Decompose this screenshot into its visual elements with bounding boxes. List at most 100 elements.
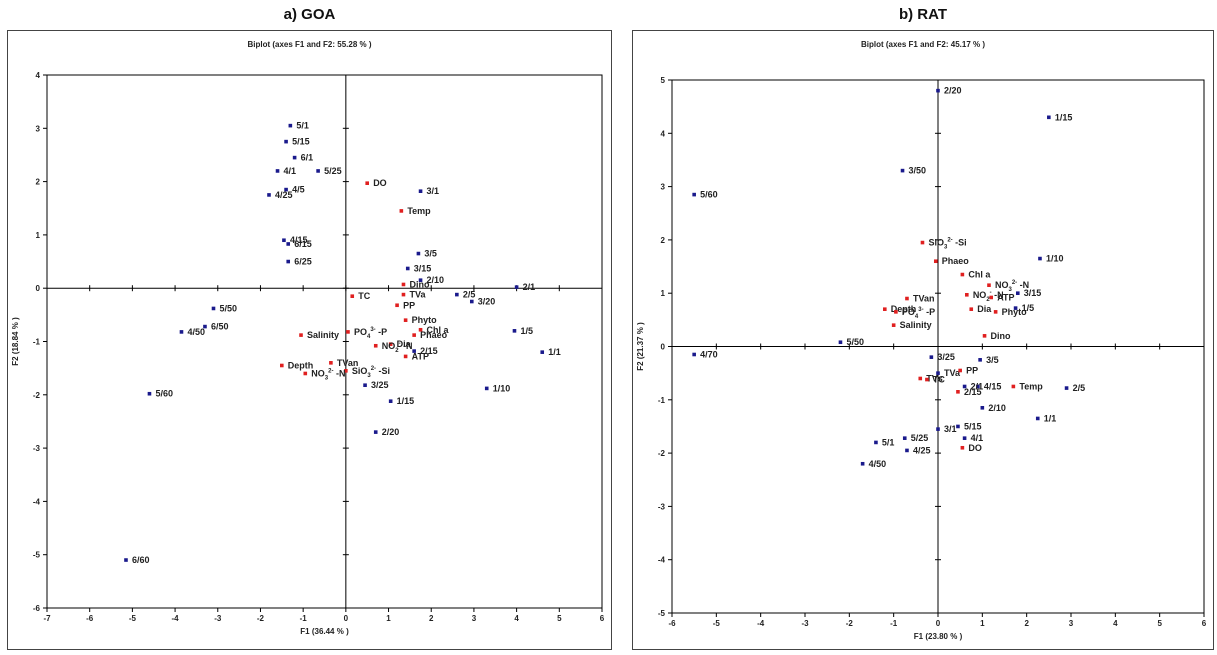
x-tick-label: -1 (890, 619, 898, 628)
variable-label: Phaeo (942, 256, 970, 266)
chart-title: Biplot (axes F1 and F2: 45.17 % ) (861, 40, 985, 49)
variable-point (958, 368, 962, 373)
variable-label: NO2- -N (973, 290, 1004, 303)
observation-label: 4/50 (869, 459, 887, 469)
variable-label: Temp (1019, 381, 1043, 391)
variable-label: PO43- -P (354, 327, 387, 340)
x-tick-label: 3 (472, 614, 477, 623)
x-tick-label: 0 (936, 619, 941, 628)
observation-label: 1/10 (1046, 254, 1064, 264)
variable-label: DO (373, 178, 387, 188)
variable-label: NO32- -N (311, 368, 345, 381)
observation-point (363, 383, 367, 388)
variable-point (891, 323, 896, 327)
variable-label: TVa (409, 290, 426, 300)
variable-label: TC (933, 375, 945, 385)
observation-label: 4/25 (275, 190, 293, 200)
x-tick-label: -6 (668, 619, 676, 628)
x-tick-label: 4 (514, 614, 519, 623)
x-tick-label: -7 (43, 614, 51, 623)
observation-point (860, 461, 865, 466)
observation-point (962, 384, 967, 389)
x-tick-label: 3 (1069, 619, 1074, 628)
variable-point (993, 310, 998, 314)
observation-point (1035, 416, 1040, 421)
variable-point (894, 310, 898, 314)
x-tick-label: -3 (214, 614, 222, 623)
panel-b-caption: b) RAT (898, 6, 948, 23)
observation-point (484, 386, 489, 391)
variable-label: Phyto (412, 315, 438, 325)
x-tick-label: -5 (713, 619, 721, 628)
observation-point (405, 266, 410, 271)
observation-label: 6/60 (132, 555, 150, 565)
observation-point (514, 285, 519, 289)
observation-point (455, 292, 459, 297)
observation-label: 5/15 (292, 137, 310, 147)
observation-label: 2/5 (1073, 383, 1086, 393)
observation-label: 5/1 (296, 121, 309, 131)
observation-label: 5/60 (700, 190, 718, 200)
observation-point (284, 187, 288, 192)
variable-point (883, 307, 887, 311)
y-tick-label: -2 (33, 391, 41, 400)
observation-point (976, 384, 980, 389)
variable-point (920, 240, 925, 245)
y-tick-label: -1 (33, 338, 41, 347)
variable-point (303, 371, 308, 376)
variable-point (395, 303, 399, 308)
y-axis-label: F2 (21.37 % ) (636, 322, 645, 371)
observation-label: 5/25 (911, 433, 929, 443)
variable-label: 2/15 (964, 387, 982, 397)
observation-point (267, 193, 271, 197)
variable-point (1011, 384, 1016, 389)
observation-label: 6/15 (294, 239, 312, 249)
y-tick-label: 3 (661, 183, 666, 192)
observation-label: 3/25 (371, 380, 389, 390)
variable-point (299, 333, 303, 337)
variable-label: Phaeo (420, 330, 448, 340)
chart-title: Biplot (axes F1 and F2: 55.28 % ) (247, 40, 371, 49)
observation-point (936, 371, 940, 375)
x-tick-label: 4 (1113, 619, 1118, 628)
x-tick-label: -5 (129, 614, 137, 623)
observation-point (316, 169, 320, 173)
observation-label: 2/15 (420, 346, 438, 356)
variable-point (399, 209, 404, 213)
observation-label: 6/50 (211, 322, 229, 332)
observation-label: 4/15 (290, 235, 308, 245)
variable-label: Depth (891, 304, 917, 314)
variable-point (280, 363, 284, 368)
biplot-goa: Biplot (axes F1 and F2: 55.28 % )-7 -6 -5-… (7, 30, 612, 650)
x-tick-label: -4 (172, 614, 180, 623)
observation-point (179, 330, 184, 334)
variable-label: Dia (397, 339, 412, 349)
y-tick-label: -3 (658, 502, 666, 511)
observation-label: 1/1 (548, 347, 561, 357)
observation-point (512, 329, 517, 333)
y-tick-label: -5 (658, 609, 666, 618)
variable-point (989, 295, 993, 300)
variable-point (965, 292, 969, 297)
observation-point (540, 350, 545, 354)
variable-point (960, 272, 965, 277)
observation-label: 3/5 (986, 355, 999, 365)
y-tick-label: 2 (36, 178, 41, 187)
observation-point (388, 399, 393, 403)
variable-label: Dia (977, 304, 992, 314)
variable-label: TVan (337, 358, 359, 368)
variable-point (905, 296, 909, 301)
observation-label: 1/10 (493, 383, 511, 393)
observation-label: 1/5 (520, 326, 533, 336)
variable-point (925, 377, 929, 382)
observation-point (286, 242, 291, 246)
observation-point (469, 299, 474, 304)
variable-label: SiO32- -Si (352, 366, 390, 379)
variable-label: Dino (991, 331, 1011, 341)
observation-point (418, 189, 423, 193)
observation-label: 5/50 (220, 303, 238, 313)
x-tick-label: 6 (600, 614, 605, 623)
variable-point (365, 181, 369, 185)
observation-point (282, 238, 286, 243)
observation-label: 4/70 (700, 349, 718, 359)
